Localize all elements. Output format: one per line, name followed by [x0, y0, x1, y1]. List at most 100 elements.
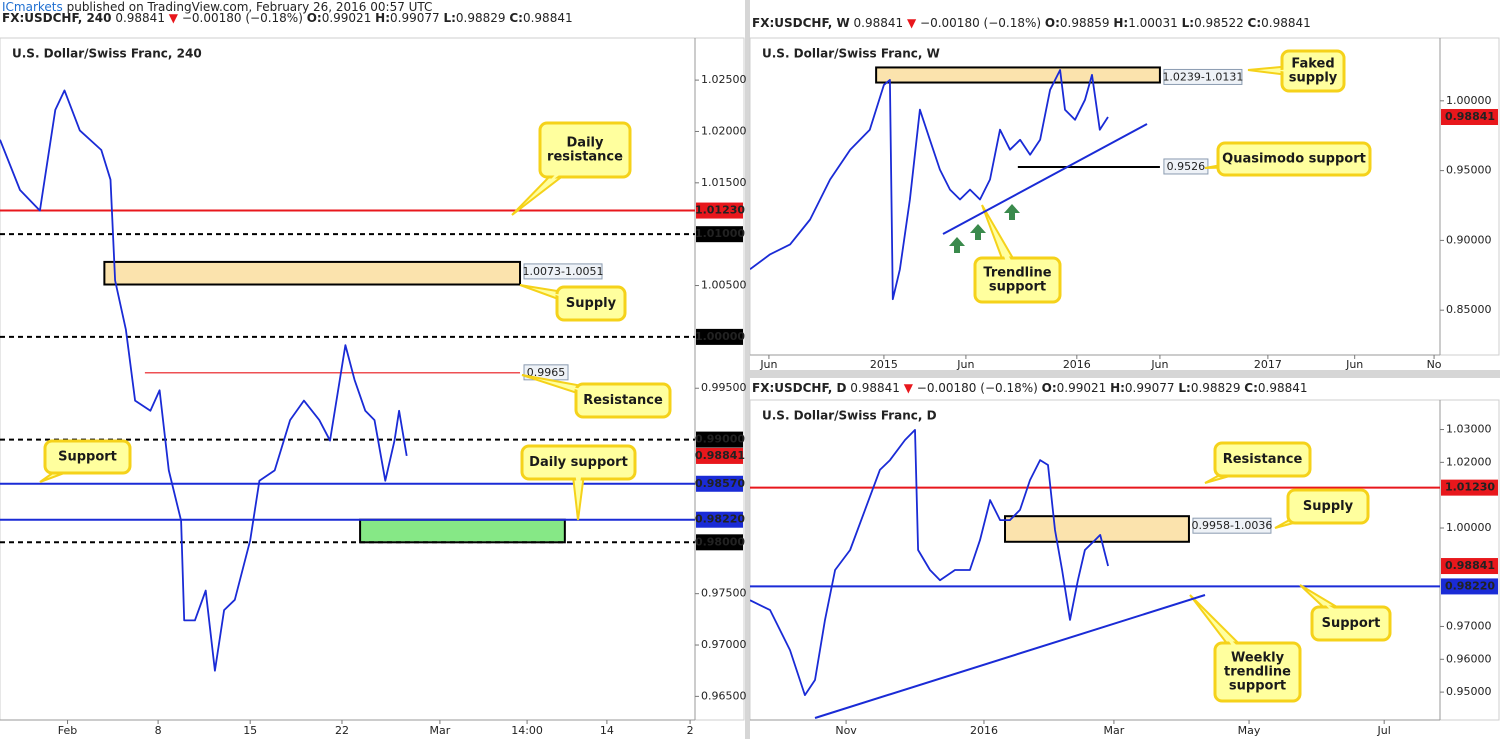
callout-tail-cover — [1230, 454, 1265, 473]
change: −0.00180 (−0.18%) — [917, 381, 1038, 395]
symbol: FX:USDCHF, 240 — [2, 11, 112, 25]
plot-area — [750, 66, 1161, 301]
chart-header: FX:USDCHF, 240 0.98841 ▼ −0.00180 (−0.18… — [2, 11, 573, 25]
banner-note: published on TradingView.com, February 2… — [67, 0, 433, 14]
callout-text: Trendline — [983, 266, 1051, 281]
x-tick-label: 2 — [687, 724, 694, 737]
callout-text: Faked — [1291, 57, 1334, 72]
ohlc-value: 0.98829 — [1191, 381, 1241, 395]
last-price-tag — [1441, 108, 1498, 125]
plot-area — [0, 89, 695, 672]
symbol: FX:USDCHF, D — [752, 381, 846, 395]
ohlc-key: O: — [1042, 381, 1057, 395]
x-tick-label: Jun — [956, 358, 974, 371]
zone-label: 0.9958-1.0036 — [1191, 519, 1272, 532]
price-tag — [696, 226, 743, 243]
price-tag — [1441, 479, 1498, 496]
publisher[interactable]: ICmarkets — [2, 0, 63, 14]
price-tag-label: 0.98220 — [695, 513, 745, 526]
banner: ICmarkets published on TradingView.com, … — [2, 0, 432, 14]
x-tick-label: Mar — [430, 724, 451, 737]
y-tick-label: 1.01500 — [701, 176, 747, 189]
x-tick-label: Jun — [759, 358, 777, 371]
x-tick-label: 2017 — [1254, 358, 1282, 371]
callout-text: Resistance — [1223, 452, 1303, 467]
callout-text: support — [989, 280, 1046, 295]
price-tag — [1441, 578, 1498, 595]
last-price: 0.98841 — [850, 381, 900, 395]
ohlc-value: 0.99077 — [1125, 381, 1175, 395]
last-price-label: 0.98841 — [1445, 110, 1495, 123]
price-tag-label: 1.01230 — [695, 204, 745, 217]
callout-text: trendline — [1224, 665, 1291, 680]
y-tick-label: 1.00000 — [1446, 94, 1492, 107]
ohlc-value: 0.98859 — [1060, 16, 1110, 30]
ohlc-value: 0.98841 — [523, 11, 573, 25]
last-price-label: 0.98841 — [695, 449, 745, 462]
x-tick-label: 2015 — [870, 358, 898, 371]
y-tick-label: 1.00000 — [1446, 521, 1492, 534]
callout-text: supply — [1289, 71, 1338, 86]
callout-text: Daily support — [529, 455, 628, 470]
last-price-label: 0.98841 — [1445, 559, 1495, 572]
zone-label: 1.0239-1.0131 — [1162, 70, 1243, 83]
chart-title: U.S. Dollar/Swiss Franc, D — [762, 409, 937, 423]
callout: Resistance — [521, 374, 672, 419]
x-tick-label: 15 — [243, 724, 257, 737]
up-arrow — [949, 237, 965, 253]
x-tick-label: 14 — [600, 724, 614, 737]
callout-text: Supply — [1303, 499, 1354, 514]
change: −0.00180 (−0.18%) — [920, 16, 1041, 30]
chart-title: U.S. Dollar/Swiss Franc, W — [762, 47, 940, 61]
callout-text: Weekly — [1231, 651, 1285, 666]
y-tick-label: 0.96500 — [701, 689, 747, 702]
x-tick-label: Jul — [1377, 724, 1391, 737]
ohlc-value: 0.99021 — [322, 11, 372, 25]
price-tag — [696, 534, 743, 551]
y-tick-label: 0.95000 — [1446, 164, 1492, 177]
ohlc-key: C: — [1248, 16, 1262, 30]
ohlc-key: H: — [375, 11, 390, 25]
price-line — [0, 89, 408, 672]
price-tag — [696, 511, 743, 528]
y-tick-label: 0.97000 — [701, 638, 747, 651]
callout: Support — [39, 439, 132, 483]
callout-text: Quasimodo support — [1222, 152, 1366, 167]
callout-text: Support — [58, 450, 117, 465]
callout-tail-cover — [1220, 629, 1262, 676]
last-price: 0.98841 — [854, 16, 904, 30]
trendline — [814, 594, 1206, 719]
ohlc-value: 0.98841 — [1258, 381, 1308, 395]
y-tick-label: 0.97000 — [1446, 619, 1492, 632]
x-tick-label: 2016 — [1063, 358, 1091, 371]
callout-tail-cover — [1322, 602, 1354, 628]
change-arrow: ▼ — [907, 16, 917, 30]
ohlc-key: H: — [1110, 381, 1125, 395]
y-tick-label: 0.96000 — [1446, 652, 1492, 665]
x-tick-label: Jun — [1345, 358, 1363, 371]
level-label: 0.9965 — [527, 366, 566, 379]
panels: FX:USDCHF, 240 0.98841 ▼ −0.00180 (−0.18… — [0, 11, 1500, 737]
callout-text: Daily — [567, 136, 604, 151]
callout-tail-cover — [1245, 154, 1295, 164]
y-tick-label: 1.02500 — [701, 73, 747, 86]
last-price-tag — [1441, 558, 1498, 575]
ohlc-key: O: — [1045, 16, 1060, 30]
price-tag-label: 0.98570 — [695, 477, 745, 490]
chart-panel: FX:USDCHF, D 0.98841 ▼ −0.00180 (−0.18%)… — [749, 381, 1500, 737]
callout: Support — [1299, 584, 1392, 642]
callout-text: Support — [1322, 616, 1381, 631]
callout-text: support — [1229, 679, 1286, 694]
callout-tail-cover — [1277, 66, 1314, 76]
ohlc-value: 0.99021 — [1057, 381, 1107, 395]
x-tick-label: No — [1427, 358, 1442, 371]
plot-area — [750, 429, 1440, 696]
x-tick-label: May — [1238, 724, 1261, 737]
trendline — [942, 123, 1148, 235]
ohlc-value: 0.99077 — [390, 11, 440, 25]
zone-label-box — [1163, 68, 1243, 85]
ohlc-value: 0.98522 — [1194, 16, 1244, 30]
